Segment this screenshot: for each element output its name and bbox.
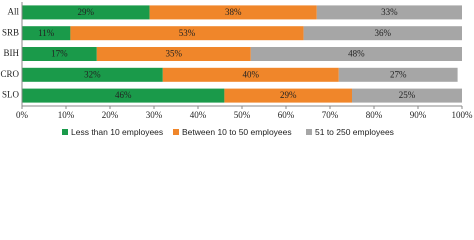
category-label: BIH [4, 48, 20, 58]
legend-swatch [62, 129, 68, 135]
data-label: 36% [375, 28, 392, 38]
data-label: 11% [38, 28, 55, 38]
x-tick-label: 60% [278, 110, 295, 120]
data-label: 35% [166, 49, 183, 59]
x-tick-label: 20% [102, 110, 119, 120]
x-tick-label: 80% [366, 110, 383, 120]
data-label: 40% [243, 69, 260, 79]
category-label: CRO [0, 69, 19, 79]
x-tick-label: 70% [322, 110, 339, 120]
x-tick-label: 40% [190, 110, 207, 120]
bar-segment [352, 88, 462, 103]
data-label: 17% [51, 49, 68, 59]
data-label: 48% [348, 49, 365, 59]
bar-segment [316, 5, 462, 20]
category-label: SLO [2, 90, 20, 100]
bar-segment [250, 47, 462, 61]
chart: All 29% 38% 33% SRB 11% 53% 36% BIH 17% 35% 48% CRO 3… [0, 2, 474, 137]
bar-segment [96, 47, 251, 61]
x-tick-label: 30% [146, 110, 163, 120]
legend-label: Less than 10 employees [71, 127, 163, 137]
data-label: 33% [381, 7, 398, 17]
bar-segment [22, 5, 150, 20]
data-label: 25% [399, 90, 416, 100]
bar-segment [22, 88, 225, 103]
x-tick-label: 0% [16, 110, 29, 120]
data-label: 29% [78, 7, 95, 17]
data-label: 27% [390, 69, 407, 79]
bar-segment [22, 67, 163, 82]
bar-segment [70, 26, 304, 41]
bar-segment [224, 88, 352, 103]
x-tick-label: 90% [410, 110, 427, 120]
bar-segment [162, 67, 339, 82]
category-label: All [7, 6, 19, 16]
data-label: 53% [179, 28, 196, 38]
bar-segment [303, 26, 462, 41]
x-tick-label: 50% [234, 110, 251, 120]
data-label: 32% [84, 69, 101, 79]
data-label: 38% [225, 7, 242, 17]
x-tick-label: 100% [452, 110, 474, 120]
data-label: 46% [115, 90, 132, 100]
legend-label: Between 10 to 50 employees [182, 127, 292, 137]
legend-label: 51 to 250 employees [315, 127, 394, 137]
bar-segment [22, 26, 71, 41]
bar-segment [22, 47, 97, 61]
bar-segment [338, 67, 458, 82]
bar-segment [149, 5, 317, 20]
category-label: SRB [2, 27, 19, 37]
x-tick-label: 10% [58, 110, 75, 120]
legend-swatch [306, 129, 312, 135]
legend-swatch [173, 129, 179, 135]
data-label: 29% [280, 90, 297, 100]
